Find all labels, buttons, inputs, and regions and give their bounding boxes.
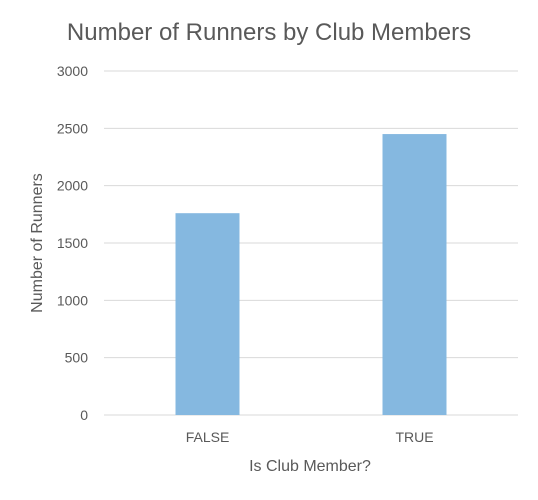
y-tick-label: 2500 bbox=[57, 120, 88, 136]
y-tick-label: 1500 bbox=[57, 235, 88, 251]
x-tick-label: TRUE bbox=[395, 429, 433, 445]
bar-false bbox=[175, 213, 240, 415]
x-tick-label: FALSE bbox=[186, 429, 230, 445]
x-axis-ticks: FALSE TRUE bbox=[186, 429, 434, 445]
y-axis-label: Number of Runners bbox=[29, 173, 46, 313]
gridlines bbox=[104, 70, 518, 416]
y-tick-label: 0 bbox=[80, 407, 88, 423]
y-tick-label: 3000 bbox=[57, 63, 88, 79]
y-tick-label: 500 bbox=[65, 350, 89, 366]
bar-true bbox=[382, 134, 447, 416]
x-axis-label: Is Club Member? bbox=[249, 458, 371, 475]
y-tick-label: 2000 bbox=[57, 178, 88, 194]
bars bbox=[175, 134, 447, 416]
y-tick-label: 1000 bbox=[57, 292, 88, 308]
y-axis-ticks: 0 500 1000 1500 2000 2500 3000 bbox=[57, 63, 88, 423]
chart-title: Number of Runners by Club Members bbox=[67, 19, 471, 46]
